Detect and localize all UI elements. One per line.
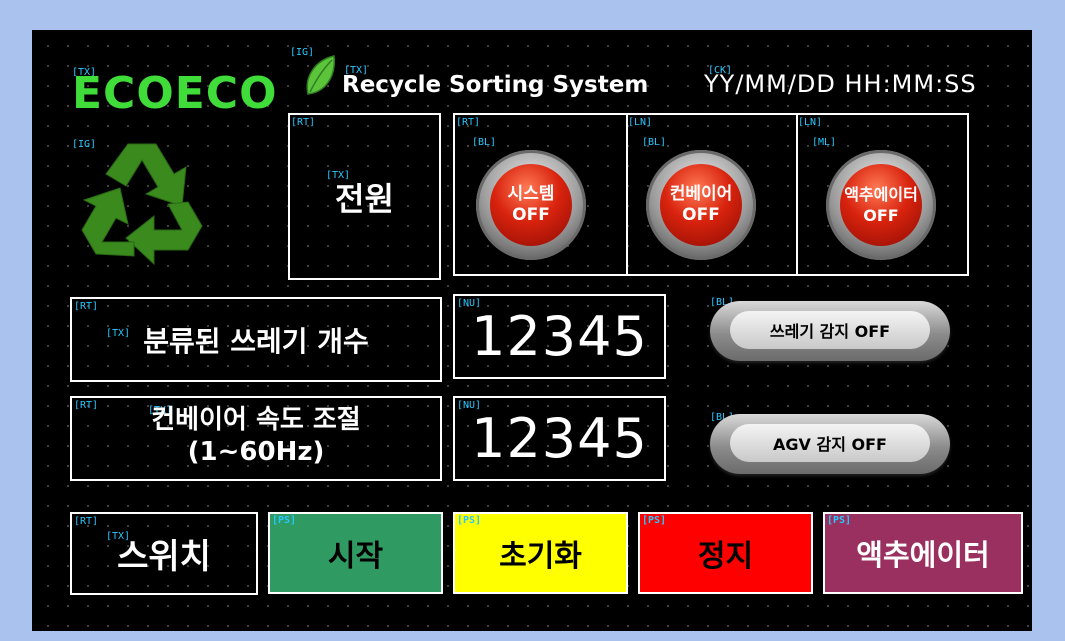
system-title: Recycle Sorting System bbox=[342, 72, 649, 98]
count-label-box: [RT] [TX] 분류된 쓰레기 개수 bbox=[70, 297, 442, 382]
tag-bl: [BL] bbox=[710, 412, 735, 423]
stop-button[interactable]: [PS] 정지 bbox=[638, 512, 813, 594]
conveyor-lamp-label: 컨베이어 bbox=[669, 184, 733, 204]
switch-label-box: [RT] [TX] 스위치 bbox=[70, 512, 258, 595]
tag-rt: [RT] bbox=[74, 400, 99, 411]
power-box: [RT] [TX] 전원 bbox=[288, 113, 441, 280]
tag-ml: [ML] bbox=[812, 137, 837, 148]
agv-sensor-indicator[interactable]: AGV 감지 OFF bbox=[710, 414, 950, 474]
count-value-box: [NU] 12345 bbox=[453, 294, 666, 379]
speed-value-box: [NU] 12345 bbox=[453, 396, 666, 481]
tag-ps: [PS] bbox=[457, 515, 482, 526]
speed-label: 컨베이어 속도 조절 bbox=[151, 405, 361, 435]
tag-tx: [TX] bbox=[326, 170, 351, 181]
tag-nu: [NU] bbox=[457, 298, 482, 309]
tag-bl: [BL] bbox=[710, 297, 735, 308]
tag-nu: [NU] bbox=[457, 400, 482, 411]
tag-rt: [RT] bbox=[74, 301, 99, 312]
reset-button[interactable]: [PS] 초기화 bbox=[453, 512, 628, 594]
tag-tx: [TX] bbox=[72, 67, 97, 78]
divider bbox=[626, 115, 628, 274]
switch-label: 스위치 bbox=[117, 537, 211, 577]
count-label: 분류된 쓰레기 개수 bbox=[143, 324, 369, 358]
system-lamp-label: 시스템 bbox=[507, 184, 555, 204]
actuator-button[interactable]: [PS] 액추에이터 bbox=[823, 512, 1023, 594]
actuator-button-label: 액추에이터 bbox=[856, 538, 990, 572]
tag-rt: [RT] bbox=[291, 117, 316, 128]
tag-rt: [RT] bbox=[456, 117, 481, 128]
trash-sensor-indicator[interactable]: 쓰레기 감지 OFF bbox=[710, 301, 950, 361]
stop-button-label: 정지 bbox=[697, 539, 754, 574]
trash-sensor-label: 쓰레기 감지 OFF bbox=[730, 311, 930, 349]
logo-text: ECOECO bbox=[72, 68, 278, 119]
agv-sensor-label: AGV 감지 OFF bbox=[730, 424, 930, 462]
tag-ln: [LN] bbox=[628, 117, 653, 128]
start-button-label: 시작 bbox=[327, 539, 384, 574]
divider bbox=[796, 115, 798, 274]
power-label: 전원 bbox=[335, 179, 394, 218]
tag-tx: [TX] bbox=[106, 531, 131, 542]
actuator-lamp-label: 액추에이터 bbox=[844, 185, 918, 204]
reset-button-label: 초기화 bbox=[499, 539, 582, 574]
speed-label-box: [RT] [TX] 컨베이어 속도 조절 (1~60Hz) bbox=[70, 396, 442, 481]
tag-tx: [TX] bbox=[344, 65, 369, 76]
clock-display: YY/MM/DD HH:MM:SS bbox=[704, 70, 977, 98]
system-lamp-state: OFF bbox=[512, 205, 550, 225]
tag-ck: [CK] bbox=[708, 65, 733, 76]
speed-range: (1~60Hz) bbox=[187, 437, 325, 467]
tag-ln: [LN] bbox=[798, 117, 823, 128]
system-lamp[interactable]: 시스템 OFF bbox=[476, 150, 586, 260]
actuator-lamp[interactable]: 액추에이터 OFF bbox=[826, 150, 936, 260]
tag-ps: [PS] bbox=[272, 515, 297, 526]
recycle-icon bbox=[81, 143, 203, 266]
lamp-panel: [RT] [LN] [LN] bbox=[453, 113, 969, 276]
tag-ps: [PS] bbox=[642, 515, 667, 526]
tag-tx: [TX] bbox=[148, 405, 173, 416]
tag-tx: [TX] bbox=[106, 328, 131, 339]
actuator-lamp-state: OFF bbox=[863, 206, 899, 225]
tag-bl: [BL] bbox=[642, 137, 667, 148]
tag-ig: [IG] bbox=[290, 47, 315, 58]
leaf-icon bbox=[306, 55, 335, 95]
speed-value[interactable]: 12345 bbox=[471, 407, 648, 470]
tag-ig: [IG] bbox=[72, 139, 97, 150]
tag-bl: [BL] bbox=[472, 137, 497, 148]
start-button[interactable]: [PS] 시작 bbox=[268, 512, 443, 594]
conveyor-lamp-state: OFF bbox=[682, 205, 720, 225]
hmi-screen: [TX] ECOECO [IG] [TX] Recycle Sorting Sy… bbox=[32, 30, 1032, 631]
tag-rt: [RT] bbox=[74, 516, 99, 527]
count-value: 12345 bbox=[471, 305, 648, 368]
tag-ps: [PS] bbox=[827, 515, 852, 526]
conveyor-lamp[interactable]: 컨베이어 OFF bbox=[646, 150, 756, 260]
